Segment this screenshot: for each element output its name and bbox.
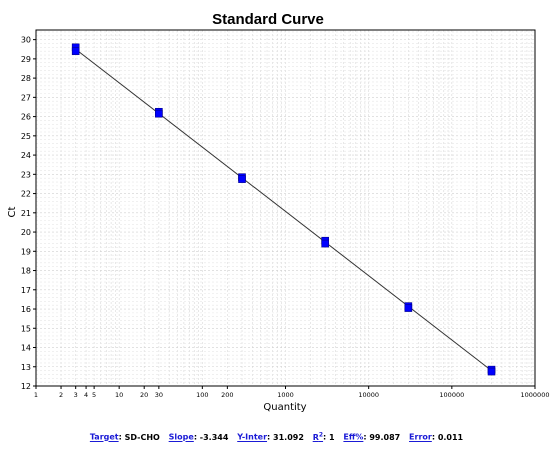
x-tick-label: 5 [92,391,96,399]
slope-value: -3.344 [199,432,229,442]
x-tick-label: 1000 [277,391,294,399]
r-squared-label: R [312,432,319,442]
efficiency-value: 99.087 [369,432,401,442]
x-tick-label: 3 [74,391,78,399]
y-tick-label: 12 [21,382,31,391]
y-tick-label: 21 [21,209,31,218]
r-squared-value: 1 [329,432,335,442]
r-squared-link[interactable]: R2 [312,431,324,442]
x-tick-label: 10000 [358,391,379,399]
grid [36,30,535,386]
y-intercept-value: 31.092 [273,432,304,442]
y-tick-label: 28 [21,74,31,83]
y-tick-label: 22 [21,190,31,199]
target-link[interactable]: Target [89,432,119,442]
fit-line [75,48,492,372]
y-tick-label: 29 [21,55,31,64]
data-point[interactable] [404,304,413,312]
data-point[interactable] [155,109,163,118]
x-tick-label: 4 [84,391,88,399]
y-axis-label: Ct [7,206,18,217]
r-squared-superscript: 2 [318,431,324,438]
y-tick-label: 14 [21,344,31,353]
y-tick-label: 30 [21,36,31,45]
y-tick-label: 13 [21,363,31,372]
efficiency-link[interactable]: Eff% [343,432,364,442]
target-value: SD-CHO [124,432,160,442]
x-tick-label: 10 [115,391,123,399]
x-tick-label: 2 [59,391,63,399]
y-tick-label: 27 [21,93,31,102]
y-tick-label: 16 [21,305,31,314]
chart-title: Standard Curve [212,11,324,28]
error-value: 0.011 [437,432,464,442]
x-tick-label: 200 [221,391,233,399]
slope-link[interactable]: Slope [168,432,194,442]
data-point[interactable] [238,175,246,183]
x-axis-label: Quantity [263,402,306,413]
fit-line-group [75,48,492,372]
stats-bar: Target: SD-CHO Slope: -3.344 Y-Inter: 31… [89,431,464,442]
y-tick-label: 20 [21,228,31,237]
y-tick-label: 25 [21,132,31,141]
x-tick-label: 20 [140,391,148,399]
x-tick-label: 30 [155,391,163,399]
y-tick-label: 17 [21,286,31,295]
data-points [71,43,496,376]
y-tick-label: 19 [21,247,31,256]
y-intercept-link[interactable]: Y-Inter [237,432,268,442]
y-tick-label: 26 [21,113,31,122]
y-tick-label: 23 [21,170,31,179]
y-tick-label: 18 [21,267,31,276]
x-tick-label: 1000000 [521,391,550,399]
y-tick-label: 24 [21,151,31,160]
x-tick-label: 1 [34,391,38,399]
x-tick-label: 100000 [439,391,464,399]
data-point[interactable] [71,47,80,55]
y-tick-label: 15 [21,324,31,333]
x-tick-label: 100 [196,391,208,399]
data-point[interactable] [321,239,329,248]
data-point[interactable] [487,367,496,376]
error-link[interactable]: Error [409,432,432,442]
